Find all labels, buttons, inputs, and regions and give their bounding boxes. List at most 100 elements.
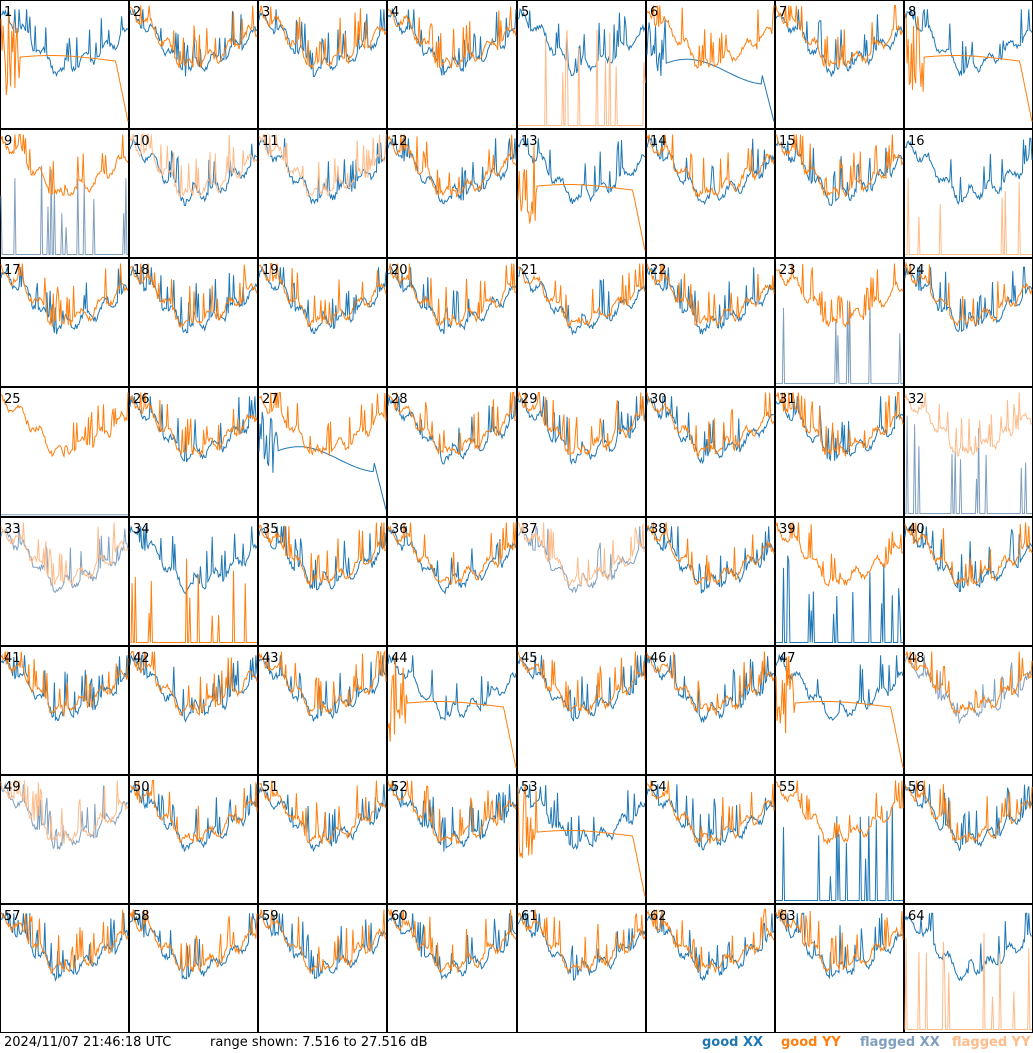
panel-34: 34 — [129, 517, 258, 646]
panel-44: 44 — [387, 646, 517, 775]
panel-31: 31 — [775, 387, 904, 517]
series-yy-line — [517, 522, 646, 587]
panel-64: 64 — [904, 904, 1033, 1033]
series-yy-line — [0, 522, 129, 586]
series-yy-line — [646, 909, 775, 973]
panel-22: 22 — [646, 258, 775, 387]
series-yy-line — [387, 392, 517, 456]
series-xx-line — [904, 266, 1033, 333]
panel-label: 27 — [262, 392, 279, 407]
panel-3: 3 — [258, 0, 387, 129]
panel-19: 19 — [258, 258, 387, 387]
panel-label: 30 — [650, 392, 667, 407]
series-yy-line — [646, 651, 775, 717]
series-yy-line — [129, 263, 258, 328]
panel-40: 40 — [904, 517, 1033, 646]
series-yy-line — [775, 263, 904, 328]
panel-label: 64 — [908, 909, 925, 924]
panel-label: 19 — [262, 263, 279, 278]
panel-label: 49 — [4, 780, 21, 795]
panel-label: 14 — [650, 134, 667, 149]
series-xx-line — [387, 653, 517, 721]
series-xx-line — [646, 395, 775, 465]
series-yy-line — [0, 263, 129, 327]
panel-55: 55 — [775, 775, 904, 904]
panel-frame — [904, 0, 1033, 129]
series-yy-line — [130, 558, 257, 643]
panel-frame — [904, 129, 1033, 258]
panel-label: 45 — [521, 651, 538, 666]
panel-frame — [387, 646, 517, 775]
panel-label: 21 — [521, 263, 538, 278]
series-yy-line — [387, 522, 517, 585]
panel-18: 18 — [129, 258, 258, 387]
series-xx-line — [517, 8, 646, 77]
series-xx-line — [258, 9, 387, 77]
panel-label: 35 — [262, 522, 279, 537]
series-yy-line — [387, 909, 517, 974]
series-yy-line — [775, 5, 904, 68]
panel-label: 33 — [4, 522, 21, 537]
series-yy-line — [646, 522, 775, 586]
range-label: range shown: 7.516 to 27.516 dB — [210, 1035, 428, 1050]
series-yy-line — [646, 392, 775, 458]
panel-51: 51 — [258, 775, 387, 904]
panel-label: 26 — [133, 392, 150, 407]
panel-43: 43 — [258, 646, 387, 775]
series-yy-line — [258, 5, 387, 70]
panel-24: 24 — [904, 258, 1033, 387]
series-yy-line — [775, 134, 904, 198]
series-yy-line — [129, 134, 258, 198]
series-xx-line — [517, 655, 646, 722]
series-yy-line — [646, 263, 775, 328]
panel-9: 9 — [0, 129, 129, 258]
panel-frame — [517, 775, 646, 904]
panel-20: 20 — [387, 258, 517, 387]
panel-label: 38 — [650, 522, 667, 537]
series-xx-line — [905, 415, 1032, 514]
series-yy-line — [0, 780, 129, 844]
panel-21: 21 — [517, 258, 646, 387]
series-yy-line — [387, 134, 517, 198]
panel-63: 63 — [775, 904, 904, 1033]
series-yy-line — [129, 651, 258, 716]
panel-label: 42 — [133, 651, 150, 666]
panel-56: 56 — [904, 775, 1033, 904]
panel-label: 54 — [650, 780, 667, 795]
panel-label: 3 — [262, 5, 270, 20]
panel-label: 60 — [391, 909, 408, 924]
panel-8: 8 — [904, 0, 1033, 129]
panel-label: 53 — [521, 780, 538, 795]
panel-label: 57 — [4, 909, 21, 924]
panel-label: 61 — [521, 909, 538, 924]
panel-label: 63 — [779, 909, 796, 924]
panel-60: 60 — [387, 904, 517, 1033]
panel-38: 38 — [646, 517, 775, 646]
series-yy-line — [0, 134, 129, 197]
panel-label: 52 — [391, 780, 408, 795]
panel-label: 25 — [4, 392, 21, 407]
panel-label: 50 — [133, 780, 150, 795]
panel-39: 39 — [775, 517, 904, 646]
series-yy-line — [646, 780, 775, 844]
panel-15: 15 — [775, 129, 904, 258]
panel-30: 30 — [646, 387, 775, 517]
panel-7: 7 — [775, 0, 904, 129]
panel-37: 37 — [517, 517, 646, 646]
panel-label: 8 — [908, 5, 916, 20]
series-yy-line — [904, 780, 1033, 843]
panel-48: 48 — [904, 646, 1033, 775]
series-xx-line — [775, 912, 904, 980]
panel-label: 48 — [908, 651, 925, 666]
series-xx-line — [904, 912, 1033, 982]
series-yy-line — [258, 780, 387, 845]
panel-4: 4 — [387, 0, 517, 129]
legend-good-yy: good YY — [781, 1035, 841, 1050]
panel-label: 46 — [650, 651, 667, 666]
panel-label: 55 — [779, 780, 796, 795]
series-yy-line — [387, 263, 517, 327]
series-yy-line — [775, 780, 904, 846]
panel-5: 5 — [517, 0, 646, 129]
panel-14: 14 — [646, 129, 775, 258]
series-yy-line — [258, 263, 387, 328]
